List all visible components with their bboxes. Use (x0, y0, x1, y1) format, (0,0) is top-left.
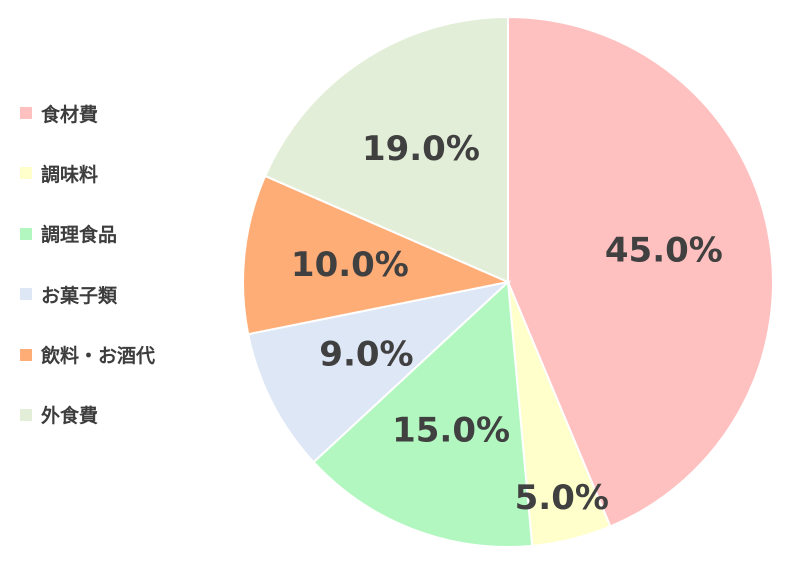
slice-value-label: 19.0% (362, 129, 480, 169)
pie-slice (263, 15, 509, 284)
legend-item: 調味料 (20, 158, 230, 188)
legend-item: 飲料・お酒代 (20, 340, 230, 370)
legend-label: お菓子類 (41, 284, 118, 307)
legend-swatch (20, 288, 32, 301)
slice-value-label: 9.0% (319, 334, 413, 374)
legend: 食材費調味料調理食品お菓子類飲料・お酒代 外食費 (20, 98, 230, 460)
legend-item: お菓子類 (20, 279, 230, 309)
legend-swatch (20, 227, 32, 240)
slice-value-label: 15.0% (392, 410, 510, 450)
pie-slice (242, 174, 512, 336)
legend-item: 外食費 (20, 400, 230, 430)
pie-slice (312, 279, 534, 548)
legend-label: 外食費 (41, 405, 99, 428)
slice-value-label: 10.0% (291, 245, 409, 285)
slice-labels-group: 45.0% 5.0%15.0% 9.0% 10.0% 19.0% (291, 129, 723, 518)
legend-item: 調理食品 (20, 219, 230, 249)
slice-value-label: 5.0% (515, 478, 609, 518)
pie-slice (507, 15, 774, 528)
slice-value-label: 45.0% (605, 231, 723, 271)
legend-label: 食材費 (41, 103, 99, 126)
legend-swatch (20, 348, 32, 361)
legend-item: 食材費 (20, 98, 230, 128)
legend-label: 調理食品 (41, 224, 118, 247)
legend-label: 飲料・お酒代 (41, 345, 156, 368)
legend-label: 調味料 (41, 163, 99, 186)
legend-swatch (20, 107, 32, 119)
legend-swatch (20, 167, 32, 180)
legend-swatch (20, 408, 32, 421)
pie-slice (247, 280, 512, 464)
slices-group (242, 15, 774, 548)
